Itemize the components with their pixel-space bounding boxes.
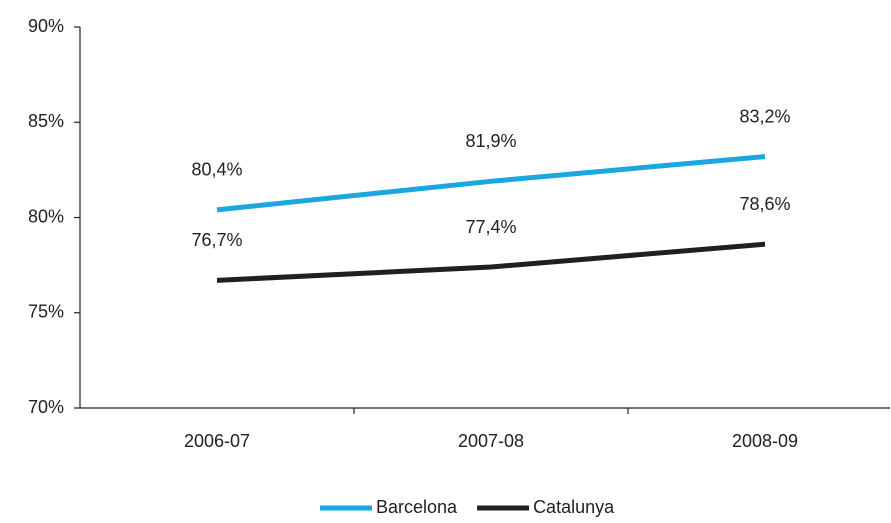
data-label: 76,7%: [191, 230, 242, 250]
y-tick-label: 70%: [28, 397, 64, 417]
series-line: [216, 241, 766, 283]
data-label: 78,6%: [739, 194, 790, 214]
series-line: [216, 154, 766, 213]
x-tick-label: 2006-07: [184, 431, 250, 451]
data-label: 81,9%: [465, 131, 516, 151]
data-label: 77,4%: [465, 217, 516, 237]
legend-label: Barcelona: [376, 497, 458, 517]
y-tick-label: 80%: [28, 206, 64, 226]
data-label: 83,2%: [739, 106, 790, 126]
y-tick-label: 90%: [28, 16, 64, 36]
data-label: 80,4%: [191, 160, 242, 180]
x-tick-label: 2007-08: [458, 431, 524, 451]
legend-label: Catalunya: [533, 497, 615, 517]
y-tick-label: 85%: [28, 111, 64, 131]
y-tick-label: 75%: [28, 302, 64, 322]
x-tick-label: 2008-09: [732, 431, 798, 451]
